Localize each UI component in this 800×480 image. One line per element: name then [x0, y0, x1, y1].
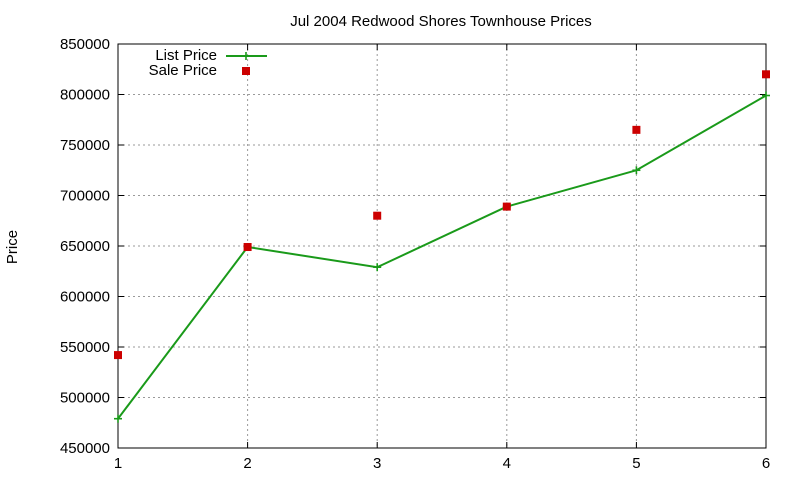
sale-price-point: [762, 70, 770, 79]
axes: 450000 500000 550000 600000 650000 700000 7500…: [60, 36, 770, 472]
y-tick-label: 800000: [60, 87, 110, 104]
y-tick-label: 500000: [60, 390, 110, 407]
x-tick-label: 4: [503, 455, 511, 472]
y-tick-label: 750000: [60, 137, 110, 154]
x-tick-label: 3: [373, 455, 381, 472]
y-tick-label: 600000: [60, 289, 110, 306]
y-tick-label: 650000: [60, 238, 110, 255]
series-list-price: [114, 91, 770, 423]
x-tick-label: 1: [114, 455, 122, 472]
x-tick-label: 2: [243, 455, 251, 472]
x-tick-label: 6: [762, 455, 770, 472]
y-tick-label: 450000: [60, 440, 110, 457]
sale-price-point: [373, 211, 382, 220]
grid-lines: [118, 44, 766, 448]
y-tick-label: 550000: [60, 339, 110, 356]
list-price-line: [117, 94, 767, 420]
x-tick-label: 5: [632, 455, 640, 472]
series-sale-price: [114, 70, 770, 360]
list-price-point: [114, 414, 122, 423]
y-axis-label: Price: [4, 230, 21, 264]
list-price-point: [762, 91, 770, 100]
legend-label: List Price: [155, 47, 217, 64]
list-price-point: [373, 263, 382, 272]
y-tick-label: 700000: [60, 188, 110, 205]
sale-price-point: [243, 243, 252, 252]
y-tick-label: 850000: [60, 36, 110, 53]
sale-price-point: [114, 351, 122, 360]
sale-price-point: [632, 125, 641, 134]
plot-frame: [117, 43, 767, 449]
list-price-point: [632, 166, 641, 175]
legend-square-marker: [242, 67, 250, 75]
legend-label: Sale Price: [149, 62, 217, 79]
sale-price-point: [502, 202, 511, 211]
chart-title: Jul 2004 Redwood Shores Townhouse Prices: [290, 13, 592, 30]
series: [114, 70, 770, 423]
